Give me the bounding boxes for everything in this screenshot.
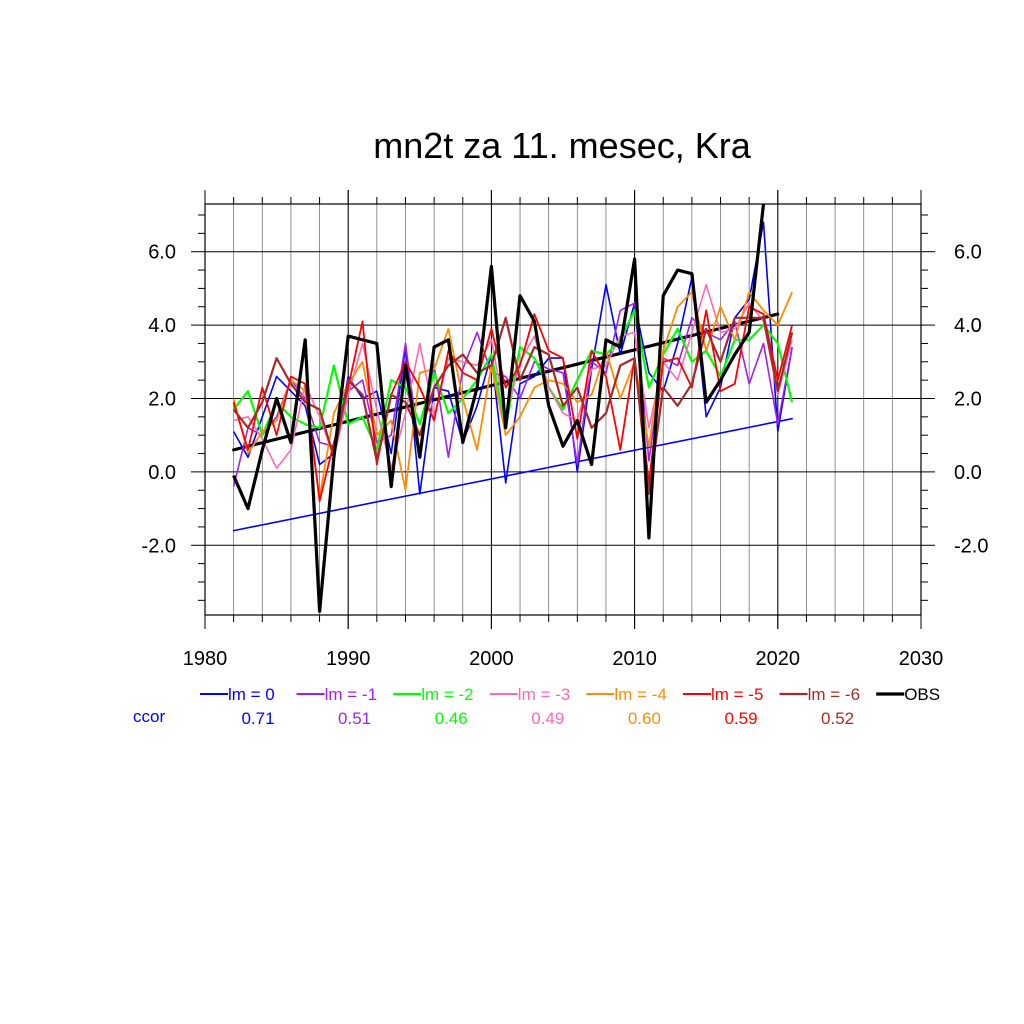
x-tick-label: 1990 — [326, 648, 371, 670]
x-tick-label: 2020 — [756, 648, 801, 670]
plot-area — [232, 203, 794, 613]
y-tick-label-left: 0.0 — [148, 462, 176, 484]
series-line — [232, 203, 766, 613]
x-tick-label: 2000 — [469, 648, 514, 670]
ccor-value: 0.51 — [338, 709, 371, 728]
legend-entry-label: lm = -6 — [808, 685, 860, 704]
y-tick-label-right: 2.0 — [954, 388, 982, 410]
plot-frame — [204, 203, 922, 616]
legend-entry-label: lm = -1 — [325, 685, 377, 704]
legend-entry-label: lm = -3 — [518, 685, 570, 704]
legend-entry-label: lm = 0 — [228, 685, 275, 704]
y-tick-label-right: -2.0 — [954, 535, 988, 557]
ccor-value: 0.49 — [531, 709, 564, 728]
legend-entry-label: lm = -4 — [614, 685, 666, 704]
ccor-value: 0.52 — [821, 709, 854, 728]
y-tick-label-left: 2.0 — [148, 388, 176, 410]
axes: 1980 1990 2000 2010 2020 2030 -2.0 -2.0 0.0 0.0 2.… — [142, 190, 988, 670]
trend-line — [232, 417, 793, 532]
ccor-value: 0.46 — [435, 709, 468, 728]
y-tick-label-left: 6.0 — [148, 242, 176, 264]
x-tick-label: 2030 — [899, 648, 944, 670]
grid — [205, 204, 921, 615]
ccor-label: ccor — [133, 707, 165, 726]
chart-title: mn2t za 11. mesec, Kra — [373, 125, 751, 166]
legend: lm = 0 0.71 lm = -1 0.51 lm = -2 0.46 lm = -3 0… — [133, 685, 940, 728]
y-tick-label-right: 6.0 — [954, 242, 982, 264]
ccor-value: 0.71 — [241, 709, 274, 728]
y-tick-label-right: 4.0 — [954, 315, 982, 337]
y-tick-label-left: -2.0 — [142, 535, 176, 557]
legend-entry-label: OBS — [904, 685, 940, 704]
y-tick-label-right: 0.0 — [954, 462, 982, 484]
legend-entry-label: lm = -5 — [711, 685, 763, 704]
ccor-value: 0.59 — [724, 709, 757, 728]
series-line — [232, 291, 793, 499]
x-tick-label: 2010 — [612, 648, 657, 670]
y-tick-label-left: 4.0 — [148, 315, 176, 337]
x-tick-label: 1980 — [183, 648, 228, 670]
ccor-value: 0.60 — [628, 709, 661, 728]
legend-entry-label: lm = -2 — [421, 685, 473, 704]
